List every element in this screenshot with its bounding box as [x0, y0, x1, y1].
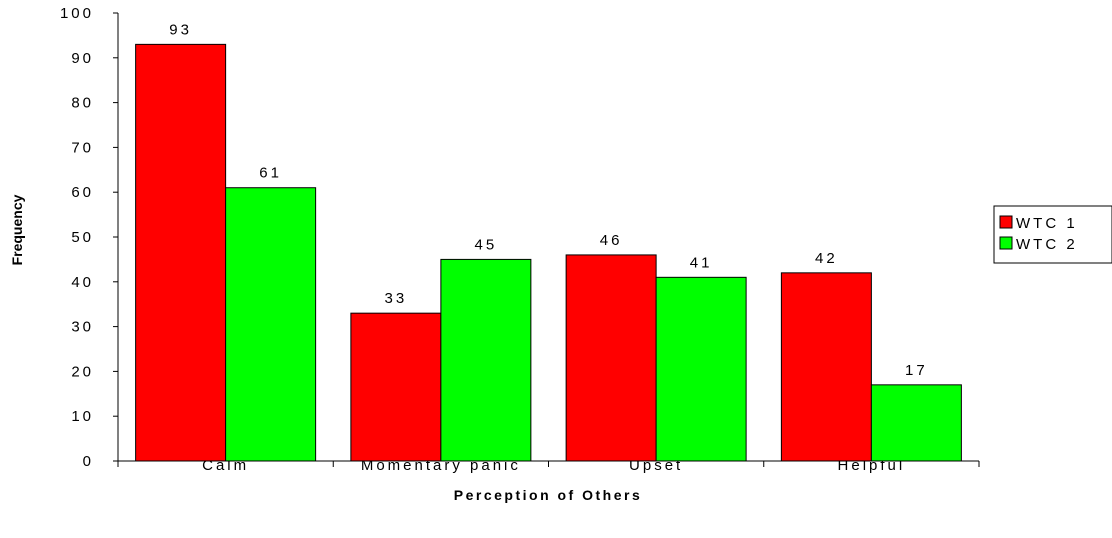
legend-swatch [999, 215, 1013, 229]
y-tick-label: 80 [71, 95, 94, 112]
legend-label: WTC 2 [1016, 236, 1078, 253]
data-label: 61 [259, 165, 282, 182]
legend-label: WTC 1 [1016, 215, 1078, 232]
legend-box [993, 205, 1112, 264]
bar-2 [225, 187, 317, 462]
y-tick-label: 100 [60, 5, 94, 22]
y-tick-label: 0 [83, 453, 94, 470]
bar-2 [870, 384, 962, 462]
data-label: 17 [905, 362, 928, 379]
bar-1 [135, 43, 227, 462]
data-label: 46 [600, 232, 623, 249]
y-tick-label: 30 [71, 319, 94, 336]
y-tick-label: 20 [71, 363, 94, 380]
y-tick-label: 70 [71, 139, 94, 156]
axes [117, 13, 979, 462]
data-label: 33 [385, 290, 408, 307]
data-label: 45 [475, 236, 498, 253]
bar-2 [440, 258, 532, 462]
y-tick-label: 10 [71, 408, 94, 425]
bar-2 [655, 276, 747, 462]
bar-1 [565, 254, 657, 462]
data-labels: 93 33 46 42 61 45 41 17 [169, 21, 928, 379]
bar-1 [350, 312, 442, 462]
y-tick-label: 50 [71, 229, 94, 246]
y-tick-label: 60 [71, 184, 94, 201]
bars [135, 43, 962, 462]
y-tick-label: 40 [71, 274, 94, 291]
data-label: 93 [169, 21, 192, 38]
y-axis-title: Frequency [9, 194, 25, 265]
x-axis-title: Perception of Others [454, 487, 642, 503]
y-tick-label: 90 [71, 50, 94, 67]
data-label: 42 [815, 250, 838, 267]
y-axis-ticks: 0 10 20 30 40 50 60 70 80 90 100 [60, 5, 118, 470]
legend: WTC 1 WTC 2 [993, 205, 1112, 264]
data-label: 41 [690, 254, 713, 271]
legend-swatch [999, 236, 1013, 250]
bar-1 [780, 272, 872, 462]
